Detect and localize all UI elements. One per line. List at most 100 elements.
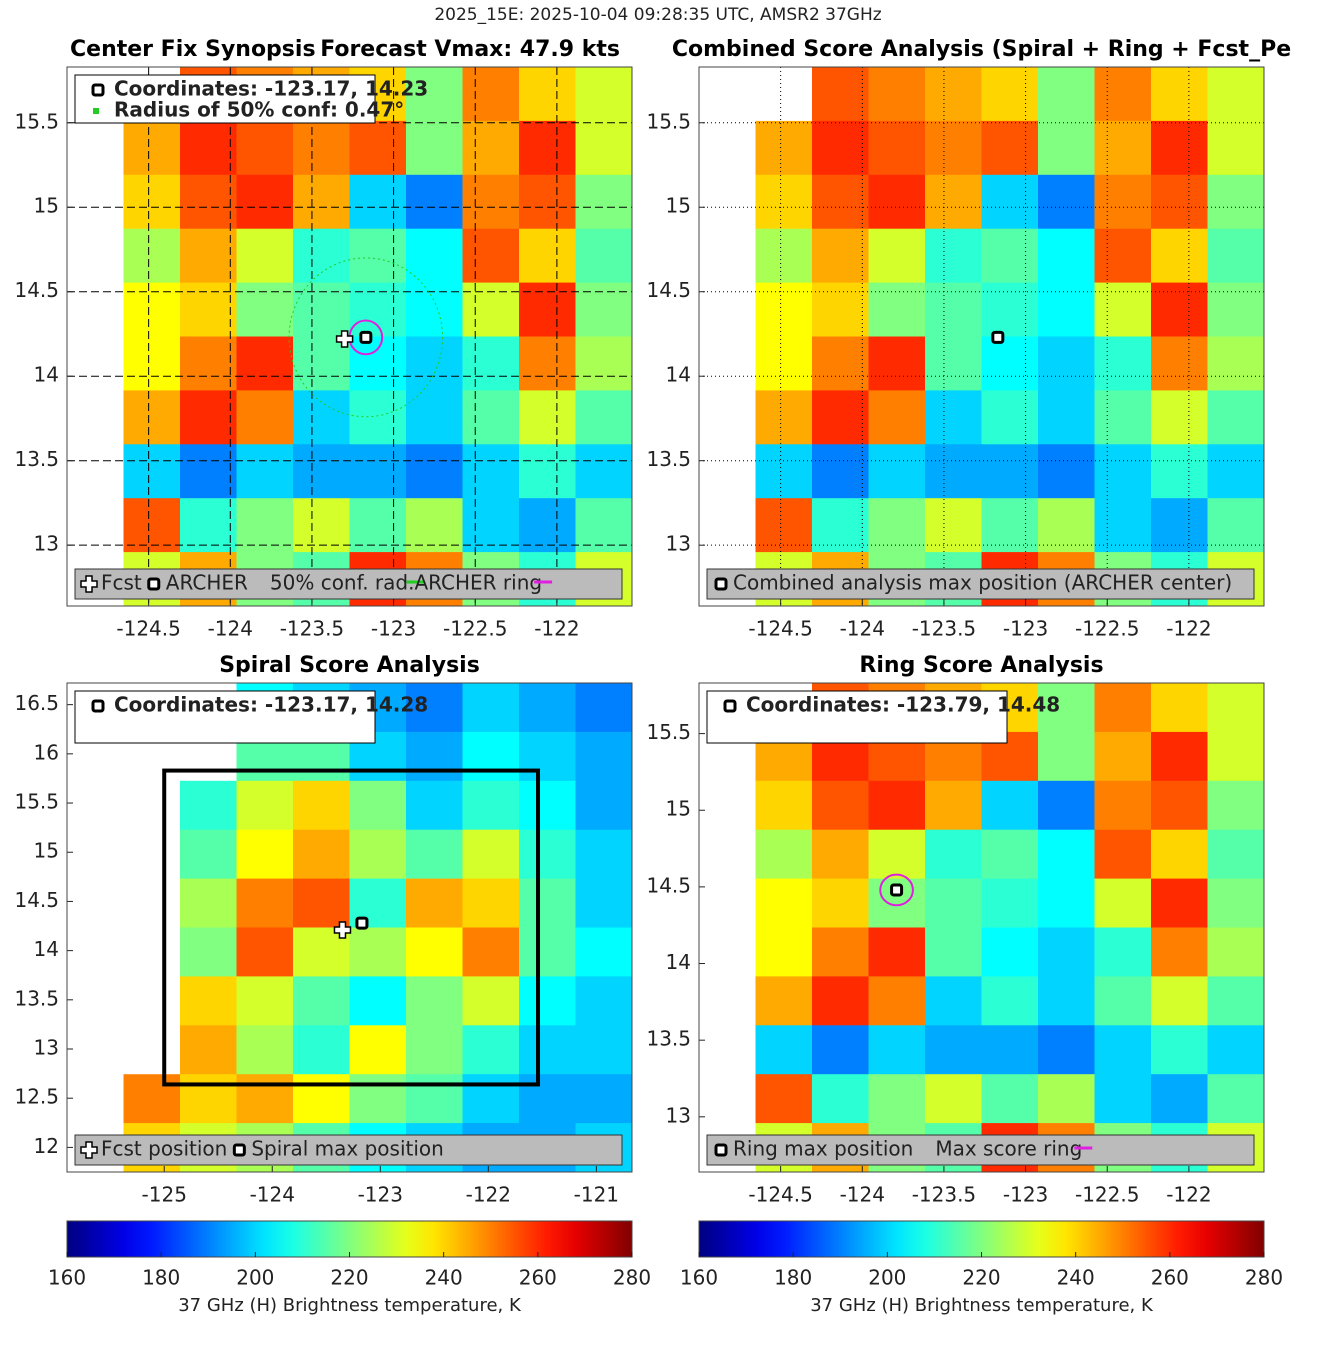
y-tick-label: 15 [34,194,59,218]
heat-cell [519,120,576,176]
heat-cell [575,829,632,880]
heat-cell [925,120,982,176]
y-tick-label: 13 [666,532,691,556]
legend: Ring max position Max score ring [706,1134,1255,1166]
heat-cell [812,878,869,928]
heat-cell [981,67,1039,122]
heat-cell [868,336,926,391]
heat-cell [180,282,237,337]
heat-cell [236,498,294,553]
legend-label: Fcst [101,571,142,595]
heat-cell [755,444,813,499]
heat-cell [981,780,1039,831]
colorbar-tick-label: 160 [680,1266,718,1290]
heat-cell [925,390,982,445]
axes-frame [66,682,633,1173]
heat-cell [812,927,869,977]
plot-area [699,67,1264,606]
heat-cell [293,120,350,176]
heat-cell [406,444,463,499]
legend-label: Combined analysis max position (ARCHER c… [733,571,1232,595]
heat-cell [755,498,813,553]
x-tick-label: -123 [1003,617,1048,641]
heat-cell [1207,174,1264,230]
heat-cell [755,174,813,230]
y-tick-label: 15 [666,797,691,821]
heat-cell [1151,228,1208,284]
heat-cell [575,683,632,733]
heat-cell [1094,780,1152,831]
heat-cell [575,120,632,176]
heat-cell [575,976,632,1026]
colorbar-tick-label: 240 [425,1266,463,1290]
heat-cell [1207,1025,1264,1075]
heat-cell [812,1074,869,1124]
heat-cell [868,927,926,977]
heat-cell [236,1025,294,1075]
heat-cell [293,174,350,230]
heat-cell [1038,731,1095,782]
colorbar-tick-label: 260 [1151,1266,1189,1290]
heat-cell [519,976,576,1026]
heat-cell [519,683,576,733]
heat-cell [925,927,982,977]
heat-cell [462,780,520,831]
plot-area [67,67,632,606]
heat-cell [981,1025,1039,1075]
info-box [74,74,376,124]
heat-cell [812,976,869,1026]
heat-cell [1038,120,1095,176]
heat-cell [755,390,813,445]
heat-cell [868,228,926,284]
heat-cell [925,498,982,553]
heat-cell [1038,390,1095,445]
fcst-marker [333,921,352,939]
heat-cell [462,498,520,553]
heat-cell [349,228,407,284]
heat-cell [1151,829,1208,880]
y-tick-label: 15.5 [14,790,59,814]
heat-cell [812,120,869,176]
heat-cell [1151,683,1208,733]
colorbar [698,1220,1265,1258]
info-box [706,690,1008,744]
suptitle: 2025_15E: 2025-10-04 09:28:35 UTC, AMSR2… [434,5,881,25]
heat-cell [755,829,813,880]
heat-cell [349,444,407,499]
heat-cell [575,731,632,782]
heat-cell [925,878,982,928]
heat-cell [925,67,982,122]
plot-area [755,683,1264,1172]
heat-cell [462,1074,520,1124]
heat-cell [406,390,463,445]
heat-cell [236,444,294,499]
heat-cell [1207,390,1264,445]
legend: Fcst ARCHER 50% conf. rad. ARCHER ring [74,568,623,600]
legend-label: ARCHER ring [414,571,542,595]
legend-icon [232,1143,246,1157]
heat-cell [180,829,237,880]
legend-label: Fcst position [101,1137,227,1161]
heat-cell [868,780,926,831]
heat-cell [1094,282,1152,337]
heat-cell [575,1074,632,1124]
info-icon [91,699,105,713]
heat-cell [462,174,520,230]
heat-cell [462,336,520,391]
info-text: Coordinates: -123.17, 14.23 [114,77,428,101]
heat-cell [755,1025,813,1075]
heat-cell [1038,174,1095,230]
heat-cell [236,927,294,977]
panel-title: Combined Score Analysis (Spiral + Ring +… [672,37,1291,62]
heat-cell [462,731,520,782]
heat-cell [349,780,407,831]
heat-cell [1151,1025,1208,1075]
heat-cell [1207,498,1264,553]
heat-cell [236,976,294,1026]
heat-cell [406,120,463,176]
heat-cell [462,444,520,499]
heat-cell [123,336,181,391]
heat-cell [180,174,237,230]
heat-cell [293,282,350,337]
heat-cell [755,878,813,928]
